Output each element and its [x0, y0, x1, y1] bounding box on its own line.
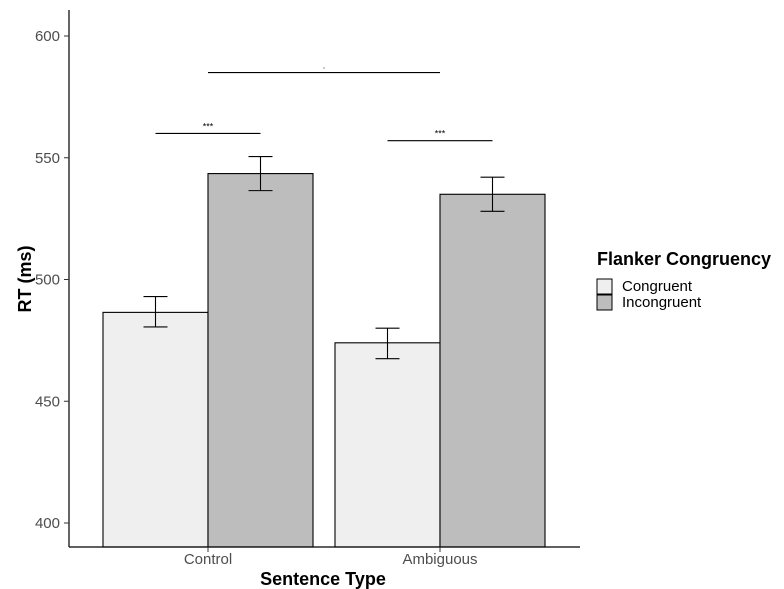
- axes-layer: [68, 10, 580, 548]
- y-axis-title: RT (ms): [15, 245, 35, 312]
- bar-control-incongruent: [207, 173, 314, 548]
- x-tick-label: Control: [184, 551, 232, 568]
- significance-bracket-0: ***: [155, 121, 261, 134]
- significance-label: .: [323, 61, 326, 71]
- legend-swatch: [596, 278, 613, 295]
- legend-swatch: [596, 294, 613, 311]
- y-tick-label: 550: [35, 150, 60, 167]
- y-tick-label: 450: [35, 393, 60, 410]
- legend-title: Flanker Congruency: [597, 249, 771, 269]
- y-tick-label: 600: [35, 28, 60, 45]
- legend-item-congruent: Congruent: [596, 278, 693, 295]
- error-bar-ambiguous-incongruent: [480, 176, 505, 212]
- bars-layer: [102, 173, 546, 548]
- error-bars-layer: [143, 155, 505, 360]
- x-axis-title: Sentence Type: [260, 569, 386, 589]
- error-bar-ambiguous-congruent: [375, 327, 400, 360]
- legend-label: Incongruent: [622, 294, 702, 311]
- y-tick-label: 400: [35, 515, 60, 532]
- bar-ambiguous-incongruent: [439, 193, 546, 548]
- x-tick-label: Ambiguous: [402, 551, 477, 568]
- y-ticks-layer: 400 450 500 550 600: [35, 28, 69, 532]
- x-ticks-layer: Control Ambiguous: [184, 547, 478, 568]
- bar-ambiguous-congruent: [334, 342, 441, 548]
- significance-label: ***: [435, 129, 446, 139]
- significance-label: ***: [203, 121, 214, 131]
- error-bar-control-incongruent: [248, 155, 273, 192]
- legend-item-incongruent: Incongruent: [596, 294, 702, 311]
- legend-label: Congruent: [622, 278, 693, 295]
- y-tick-label: 500: [35, 272, 60, 289]
- significance-layer: *** ***.: [155, 61, 493, 142]
- significance-bracket-1: ***: [387, 129, 493, 142]
- significance-bracket-2: .: [208, 61, 440, 74]
- bar-control-congruent: [102, 311, 209, 548]
- error-bar-control-congruent: [143, 295, 168, 328]
